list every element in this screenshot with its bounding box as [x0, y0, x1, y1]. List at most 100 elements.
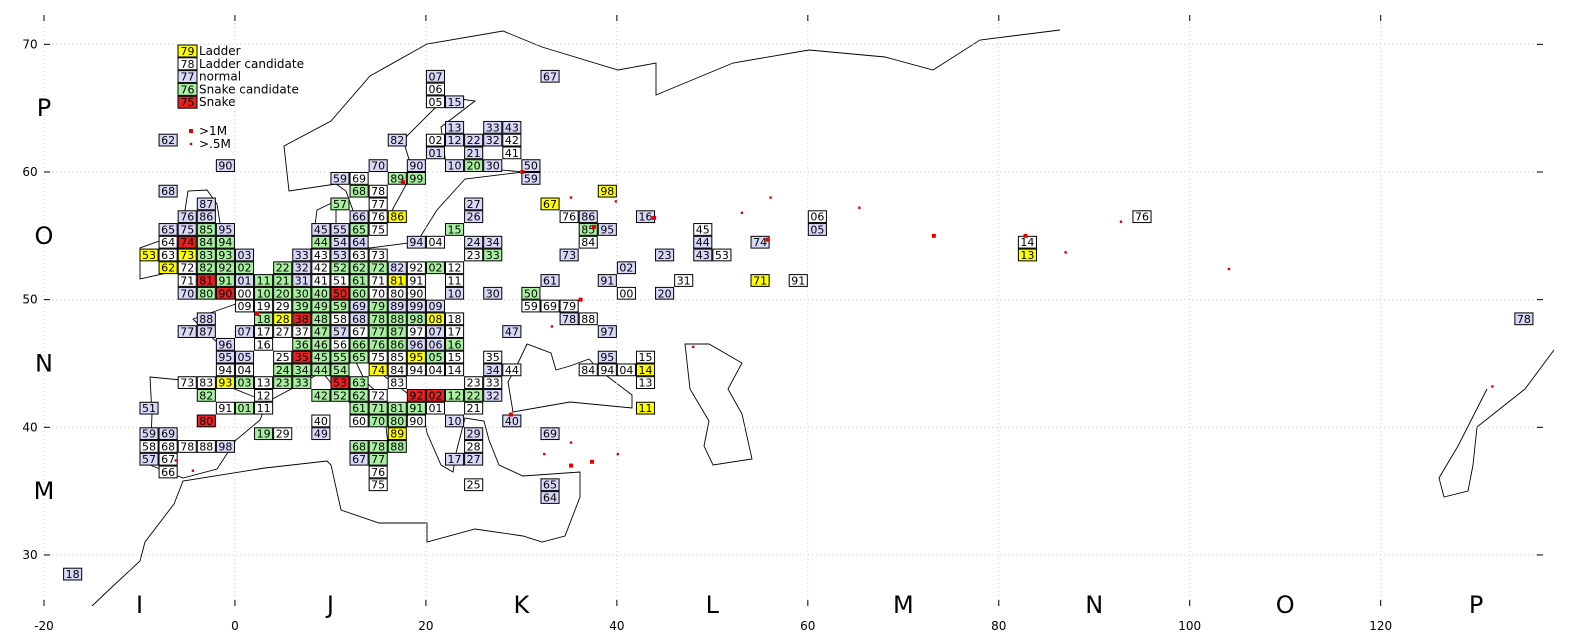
grid-square [234, 299, 255, 313]
grid-square [139, 248, 159, 262]
grid-square [215, 286, 235, 300]
grid-square [540, 274, 560, 287]
square-label: 73 [180, 377, 194, 390]
grid-square [387, 376, 407, 390]
grid-square [597, 274, 617, 287]
square-label: 11 [257, 275, 271, 288]
city-dot [740, 211, 744, 215]
grid-square [368, 197, 388, 211]
square-label: 64 [161, 236, 175, 249]
grid-square [196, 210, 216, 224]
square-label: 91 [409, 275, 423, 288]
square-label: 31 [677, 275, 691, 288]
square-label: 66 [161, 466, 175, 479]
grid-square [445, 389, 465, 402]
square-label: 23 [276, 377, 290, 390]
square-label: 98 [218, 440, 232, 453]
square-label: 55 [333, 351, 347, 364]
grid-square [387, 172, 407, 185]
square-label: 74 [180, 236, 194, 249]
square-label: 19 [257, 428, 271, 441]
grid-square [387, 210, 407, 224]
square-label: 65 [161, 223, 175, 236]
square-label: 78 [562, 313, 576, 326]
grid-square [788, 274, 808, 287]
square-label: 94 [218, 364, 232, 377]
grid-square [292, 325, 312, 338]
grid-square [63, 567, 83, 581]
grid-square [196, 197, 216, 211]
square-label: 12 [448, 262, 462, 275]
grid-square [215, 337, 235, 351]
square-label: 35 [295, 351, 309, 364]
square-label: 79 [371, 300, 385, 313]
square-label: 40 [314, 415, 328, 428]
square-label: 15 [448, 96, 462, 109]
square-label: 20 [658, 287, 672, 300]
square-label: 54 [333, 236, 347, 249]
square-label: 16 [257, 338, 271, 351]
square-label: 83 [199, 249, 213, 262]
square-label: 78 [371, 440, 385, 453]
grid-square [273, 427, 293, 441]
square-label: 03 [238, 377, 252, 390]
square-label: 31 [295, 275, 309, 288]
grid-square [273, 286, 293, 300]
grid-square [254, 312, 274, 326]
grid-square [425, 389, 446, 402]
square-label: 61 [352, 402, 366, 415]
grid-square [215, 274, 235, 287]
grid-square [158, 465, 178, 479]
square-label: 38 [295, 313, 309, 326]
grid-square [330, 312, 350, 326]
square-label: 33 [486, 249, 500, 262]
grid-square [464, 235, 484, 249]
grid-square [445, 414, 465, 428]
x-tick-label: 120 [1369, 619, 1392, 633]
square-label: 87 [199, 198, 213, 211]
square-label: 59 [333, 172, 347, 185]
grid-square [349, 286, 369, 300]
square-label: 90 [218, 287, 232, 300]
city-dot [569, 196, 573, 199]
grid-square [655, 286, 675, 300]
grid-square [311, 363, 331, 377]
square-label: 54 [333, 364, 347, 377]
grid-square [406, 312, 426, 326]
grid-square [502, 146, 522, 160]
square-label: 77 [371, 198, 385, 211]
grid-square [234, 274, 255, 287]
grid-square [254, 427, 274, 441]
grid-square [483, 159, 503, 173]
grid-square [368, 363, 388, 377]
grid-square [311, 389, 331, 402]
square-label: 64 [352, 236, 366, 249]
square-label: 91 [791, 275, 805, 288]
square-label: 17 [257, 326, 271, 339]
square-label: 80 [199, 415, 213, 428]
grid-square [330, 197, 350, 211]
square-label: 17 [448, 453, 462, 466]
square-label: 81 [199, 275, 213, 288]
square-label: 87 [390, 326, 404, 339]
square-label: 05 [810, 223, 824, 236]
city-dot [591, 224, 596, 229]
black-sea [507, 343, 633, 413]
grid-square [330, 248, 350, 262]
square-label: 53 [333, 377, 347, 390]
square-label: 53 [333, 249, 347, 262]
square-label: 88 [581, 313, 595, 326]
square-label: 55 [333, 223, 347, 236]
square-label: 58 [142, 440, 156, 453]
y-tick-label: 70 [22, 37, 37, 51]
square-label: 32 [295, 262, 309, 275]
square-label: 76 [180, 211, 194, 224]
grid-square [445, 159, 465, 173]
square-label: 80 [390, 415, 404, 428]
grid-square [196, 312, 216, 326]
square-label: 18 [448, 313, 462, 326]
coastline [192, 29, 1061, 385]
square-label: 92 [218, 262, 232, 275]
grid-square [540, 69, 560, 83]
square-label: 20 [276, 287, 290, 300]
